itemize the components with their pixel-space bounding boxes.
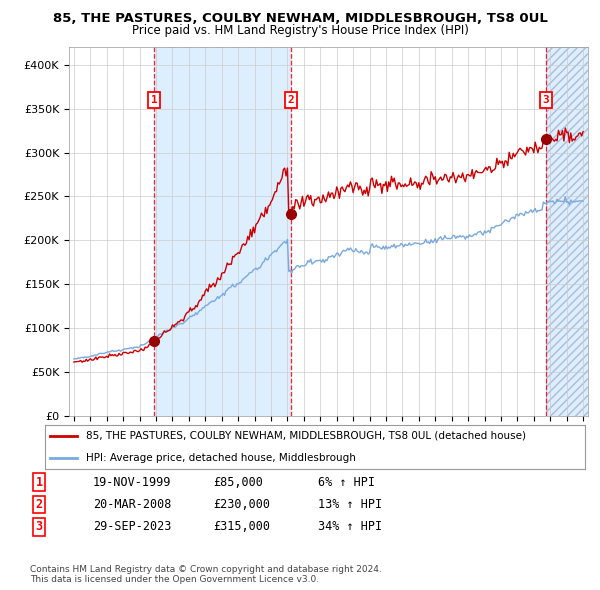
Text: £315,000: £315,000 — [213, 520, 270, 533]
Bar — [154, 47, 291, 416]
Text: 1: 1 — [35, 476, 43, 489]
Text: £85,000: £85,000 — [213, 476, 263, 489]
Text: Contains HM Land Registry data © Crown copyright and database right 2024.
This d: Contains HM Land Registry data © Crown c… — [30, 565, 382, 584]
Text: 34% ↑ HPI: 34% ↑ HPI — [318, 520, 382, 533]
Text: 2: 2 — [35, 498, 43, 511]
Text: 6% ↑ HPI: 6% ↑ HPI — [318, 476, 375, 489]
Bar — [546, 47, 591, 416]
Text: 19-NOV-1999: 19-NOV-1999 — [93, 476, 172, 489]
Text: HPI: Average price, detached house, Middlesbrough: HPI: Average price, detached house, Midd… — [86, 453, 355, 463]
Text: 20-MAR-2008: 20-MAR-2008 — [93, 498, 172, 511]
Text: 1: 1 — [151, 95, 157, 105]
Text: 13% ↑ HPI: 13% ↑ HPI — [318, 498, 382, 511]
Bar — [546, 47, 591, 416]
Text: 3: 3 — [543, 95, 550, 105]
Text: 3: 3 — [35, 520, 43, 533]
Text: Price paid vs. HM Land Registry's House Price Index (HPI): Price paid vs. HM Land Registry's House … — [131, 24, 469, 37]
Text: 29-SEP-2023: 29-SEP-2023 — [93, 520, 172, 533]
Text: 85, THE PASTURES, COULBY NEWHAM, MIDDLESBROUGH, TS8 0UL: 85, THE PASTURES, COULBY NEWHAM, MIDDLES… — [53, 12, 547, 25]
Text: 2: 2 — [287, 95, 295, 105]
Text: 85, THE PASTURES, COULBY NEWHAM, MIDDLESBROUGH, TS8 0UL (detached house): 85, THE PASTURES, COULBY NEWHAM, MIDDLES… — [86, 431, 526, 441]
Text: £230,000: £230,000 — [213, 498, 270, 511]
